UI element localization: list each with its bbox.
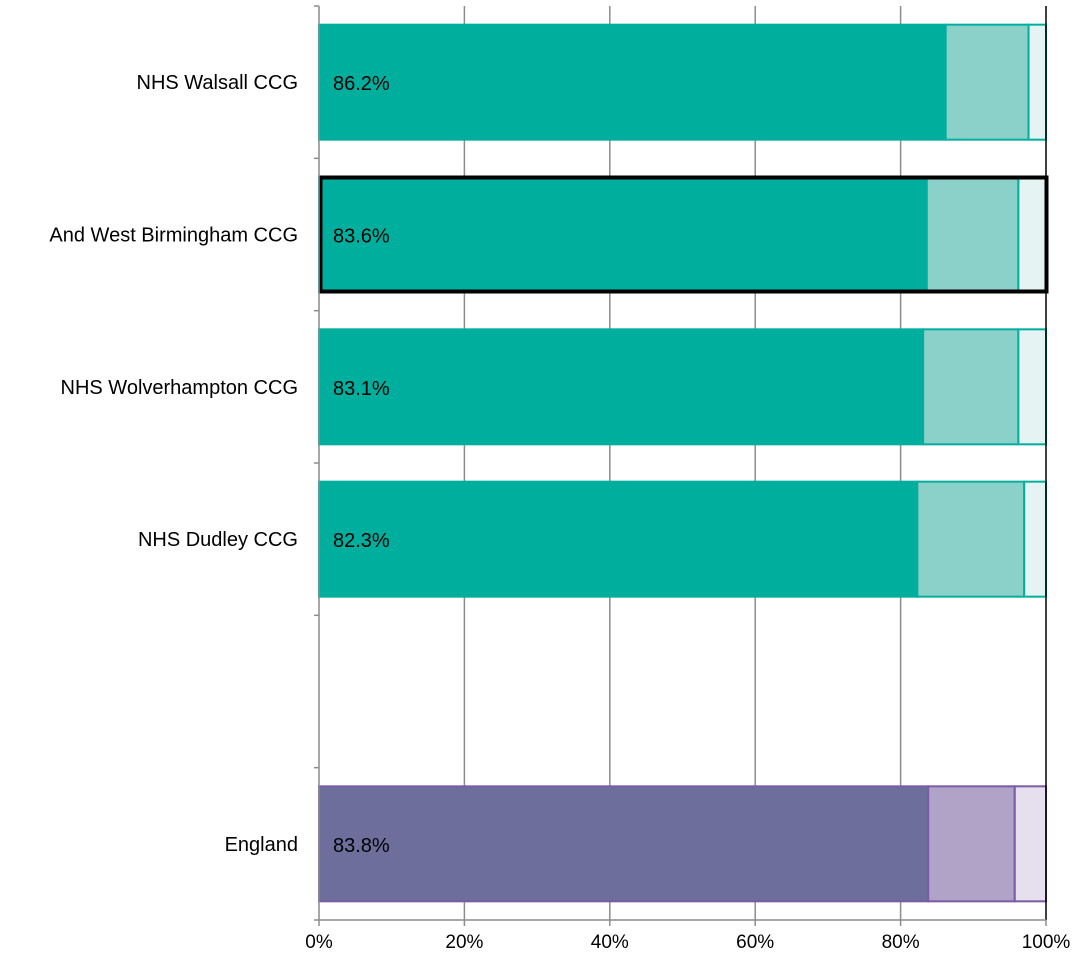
axis-layer	[314, 5, 1047, 926]
category-label: And West Birmingham CCG	[49, 225, 298, 247]
bar-segment	[318, 23, 947, 141]
category-label: NHS Wolverhampton CCG	[61, 377, 298, 399]
labels-layer: NHS Walsall CCG 86.2% And West Birmingham …	[49, 72, 1070, 953]
bar-segment	[1027, 23, 1048, 141]
x-tick-label: 0%	[305, 932, 333, 953]
category-label: NHS Walsall CCG	[137, 72, 299, 94]
bar-segment	[1017, 176, 1048, 293]
x-tick-label: 40%	[591, 932, 629, 953]
bar-segment	[922, 328, 1020, 446]
bar-segment	[318, 176, 928, 293]
x-tick-label: 80%	[882, 932, 920, 953]
x-tick-label: 20%	[445, 932, 483, 953]
bar-segment	[1013, 785, 1048, 903]
bar-segment	[1017, 328, 1048, 446]
bar-segment	[318, 785, 930, 903]
bar-segment	[318, 328, 925, 446]
category-label: England	[225, 834, 298, 856]
bars-layer	[318, 23, 1049, 903]
bar-segment	[916, 480, 1026, 598]
data-label: 82.3%	[333, 530, 390, 552]
bar-segment	[944, 23, 1030, 141]
category-label: NHS Dudley CCG	[138, 529, 298, 551]
bar-segment	[927, 785, 1016, 903]
data-label: 83.8%	[333, 835, 390, 857]
bar-segment	[318, 480, 919, 598]
data-label: 86.2%	[333, 73, 390, 95]
x-tick-label: 60%	[736, 932, 774, 953]
bar-segment	[1023, 480, 1047, 598]
data-label: 83.1%	[333, 378, 390, 400]
x-tick-label: 100%	[1022, 932, 1071, 953]
bar-segment	[925, 176, 1020, 293]
grid-layer	[463, 6, 902, 920]
data-label: 83.6%	[333, 226, 390, 248]
